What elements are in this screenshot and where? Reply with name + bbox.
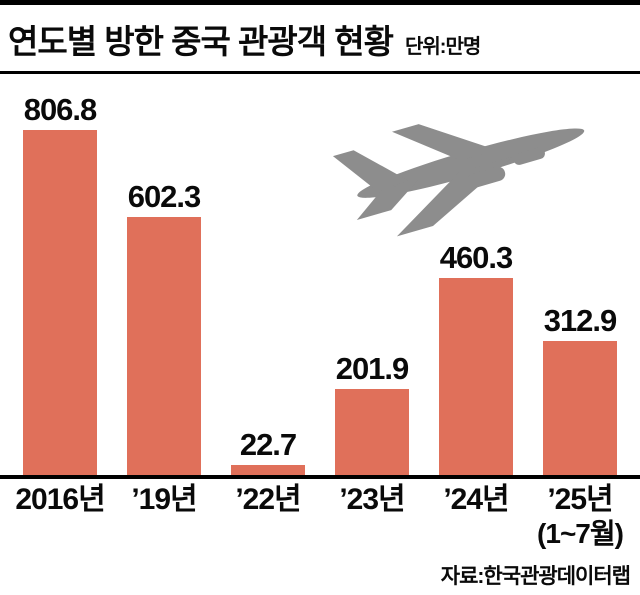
x-axis-line	[0, 475, 640, 479]
bar-chart: 806.8 602.3 22.7 201.9 460.3 312.9	[0, 74, 640, 475]
bar-value-label: 201.9	[335, 351, 410, 386]
x-axis-sublabel: (1~7월)	[537, 517, 624, 549]
bar-value-label: 806.8	[23, 92, 98, 127]
bar-column: 22.7	[216, 429, 320, 475]
bar	[543, 341, 617, 475]
x-axis-label: ’24년	[443, 483, 509, 516]
bar	[231, 465, 305, 475]
bar-column: 201.9	[320, 353, 424, 475]
bar-column: 312.9	[528, 305, 632, 475]
bar-column: 806.8	[8, 94, 112, 475]
bar	[127, 217, 201, 475]
bar-column: 460.3	[424, 242, 528, 475]
bar-value-label: 602.3	[127, 179, 202, 214]
bar-column: 602.3	[112, 181, 216, 475]
bar	[23, 130, 97, 475]
bar-value-label: 22.7	[239, 427, 297, 462]
chart-header: 연도별 방한 중국 관광객 현황 단위:만명	[0, 5, 640, 71]
unit-label: 단위:만명	[405, 36, 481, 58]
bar	[439, 278, 513, 475]
bar-value-label: 312.9	[543, 303, 618, 338]
x-axis-label: ’22년	[235, 483, 301, 516]
top-rule	[0, 0, 640, 5]
source-row: 자료:한국관광데이터랩	[0, 550, 640, 595]
bar	[335, 389, 409, 475]
x-axis-label: 2016년	[15, 483, 105, 516]
bars-area: 806.8 602.3 22.7 201.9 460.3 312.9	[0, 74, 640, 475]
header-rule	[0, 71, 640, 74]
source-credit: 자료:한국관광데이터랩	[440, 564, 631, 588]
chart-title: 연도별 방한 중국 관광객 현황	[8, 23, 394, 60]
x-axis-labels: 2016년 ’19년 ’22년 ’23년 ’24년 ’25년 (1~7월)	[0, 479, 640, 550]
x-axis-label: ’23년	[339, 483, 405, 516]
x-axis-label: ’19년	[131, 483, 197, 516]
x-axis-label: ’25년 (1~7월)	[528, 483, 632, 550]
bar-value-label: 460.3	[439, 240, 514, 275]
